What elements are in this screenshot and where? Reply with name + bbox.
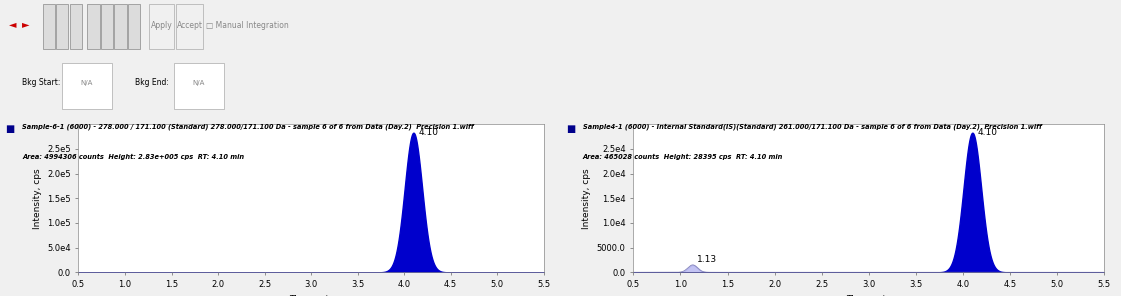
Text: Area: 4994306 counts  Height: 2.83e+005 cps  RT: 4.10 min: Area: 4994306 counts Height: 2.83e+005 c… bbox=[22, 154, 244, 160]
FancyBboxPatch shape bbox=[114, 4, 127, 49]
Text: N/A: N/A bbox=[81, 80, 93, 86]
Text: Sample-6-1 (6000) - 278.000 / 171.100 (Standard) 278.000/171.100 Da - sample 6 o: Sample-6-1 (6000) - 278.000 / 171.100 (S… bbox=[22, 124, 474, 130]
FancyBboxPatch shape bbox=[176, 4, 203, 49]
Text: ►: ► bbox=[22, 19, 30, 29]
Text: N/A: N/A bbox=[193, 80, 205, 86]
Text: Bkg Start:: Bkg Start: bbox=[22, 78, 61, 87]
Text: Bkg End:: Bkg End: bbox=[135, 78, 168, 87]
Text: 4.10: 4.10 bbox=[978, 128, 998, 137]
FancyBboxPatch shape bbox=[149, 4, 174, 49]
FancyBboxPatch shape bbox=[174, 63, 224, 109]
FancyBboxPatch shape bbox=[43, 4, 55, 49]
Y-axis label: Intensity, cps: Intensity, cps bbox=[582, 168, 591, 229]
FancyBboxPatch shape bbox=[128, 4, 140, 49]
Text: ◄: ◄ bbox=[9, 19, 17, 29]
X-axis label: Time, min: Time, min bbox=[846, 295, 891, 296]
Y-axis label: Intensity, cps: Intensity, cps bbox=[33, 168, 41, 229]
Text: 1.13: 1.13 bbox=[696, 255, 716, 264]
Text: ■: ■ bbox=[6, 124, 15, 133]
FancyBboxPatch shape bbox=[56, 4, 68, 49]
Text: □ Manual Integration: □ Manual Integration bbox=[206, 21, 289, 30]
Text: Accept: Accept bbox=[176, 21, 203, 30]
Text: 4.10: 4.10 bbox=[419, 128, 439, 137]
Text: ■: ■ bbox=[566, 124, 575, 133]
X-axis label: Time, min: Time, min bbox=[288, 295, 334, 296]
Text: Sample4-1 (6000) - Internal Standard(IS)(Standard) 261.000/171.100 Da - sample 6: Sample4-1 (6000) - Internal Standard(IS)… bbox=[583, 124, 1041, 130]
FancyBboxPatch shape bbox=[87, 4, 100, 49]
Text: Area: 465028 counts  Height: 28395 cps  RT: 4.10 min: Area: 465028 counts Height: 28395 cps RT… bbox=[583, 154, 784, 160]
FancyBboxPatch shape bbox=[62, 63, 112, 109]
Text: Apply: Apply bbox=[150, 21, 173, 30]
FancyBboxPatch shape bbox=[101, 4, 113, 49]
FancyBboxPatch shape bbox=[70, 4, 82, 49]
